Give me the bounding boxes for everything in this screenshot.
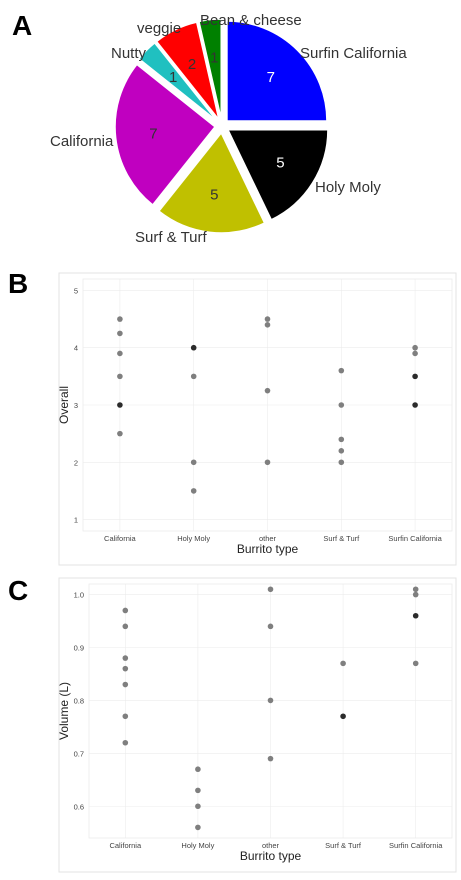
volume-x-tick-label-other: other	[262, 841, 280, 850]
overall-point	[338, 448, 345, 454]
overall-frame	[58, 272, 457, 566]
pie-slice-holy-moly	[226, 128, 329, 221]
overall-x-tick-label-surfin-california: Surfin California	[388, 534, 442, 543]
overall-y-tick-label: 1	[74, 516, 78, 525]
volume-point	[122, 739, 129, 746]
volume-point	[267, 623, 274, 630]
panel-label-b: B	[8, 268, 28, 299]
volume-x-axis-title: Burrito type	[240, 849, 302, 863]
pie-slice-veggie	[155, 21, 220, 121]
volume-point	[195, 766, 201, 773]
overall-point	[190, 344, 197, 351]
volume-point	[122, 607, 129, 614]
overall-x-tick-label-california: California	[104, 534, 137, 543]
volume-point	[122, 713, 129, 720]
volume-point	[267, 586, 274, 593]
overall-point	[264, 316, 271, 322]
pie-slice-surfin-california	[226, 20, 328, 122]
overall-y-tick-label: 3	[74, 401, 78, 410]
pie-slice-nutty	[137, 41, 218, 122]
overall-point	[117, 330, 123, 337]
overall-point	[117, 402, 123, 408]
volume-point	[412, 586, 419, 593]
pie-label-bean-and-cheese: Bean & cheese	[200, 12, 302, 29]
overall-point	[117, 316, 123, 322]
volume-x-tick-label-holy-moly: Holy Moly	[181, 841, 214, 850]
volume-x-tick-label-surfin-california: Surfin California	[389, 841, 443, 850]
volume-point	[412, 660, 419, 667]
overall-point	[338, 436, 345, 443]
overall-point	[338, 367, 345, 374]
pie-chart: 7 Surfin California 5 Holy Moly 5 Surf & Turf…	[50, 12, 407, 246]
pie-count-california: 7	[149, 126, 157, 143]
overall-point	[412, 402, 418, 408]
overall-point	[264, 322, 271, 328]
volume-point	[412, 612, 419, 619]
volume-x-tick-label-surf-and-turf: Surf & Turf	[325, 841, 362, 850]
overall-point	[338, 459, 345, 466]
pie-count-veggie: 2	[188, 56, 196, 73]
pie-label-surf-and-turf: Surf & Turf	[135, 229, 208, 246]
pie-count-nutty: 1	[169, 69, 177, 86]
overall-point	[190, 459, 197, 466]
volume-point	[195, 824, 201, 831]
volume-point	[267, 755, 274, 762]
volume-point	[122, 681, 129, 688]
overall-point	[117, 430, 123, 437]
pie-slice-california	[114, 63, 217, 207]
pie-count-bean-and-cheese: 1	[210, 49, 218, 66]
overall-point	[264, 387, 271, 394]
overall-point	[264, 459, 271, 466]
volume-y-tick-label: 1.0	[74, 591, 84, 600]
overall-point	[117, 350, 123, 357]
volume-y-tick-label: 0.6	[74, 802, 84, 811]
overall-y-tick-label: 2	[74, 458, 78, 467]
pie-label-holy-moly: Holy Moly	[315, 179, 381, 196]
overall-point	[412, 350, 418, 357]
volume-point	[412, 591, 419, 598]
overall-x-tick-label-holy-moly: Holy Moly	[177, 534, 210, 543]
volume-x-tick-label-california: California	[109, 841, 142, 850]
panel-label-c: C	[8, 575, 28, 606]
overall-point	[190, 488, 197, 494]
panel-label-a: A	[12, 10, 32, 41]
pie-label-veggie: veggie	[137, 20, 181, 37]
volume-point	[122, 655, 129, 661]
volume-point	[267, 697, 274, 704]
volume-scatter-plot: 0.6 0.7 0.8 0.9 1.0 California Holy Moly other S…	[57, 577, 457, 873]
overall-x-axis-title: Burrito type	[237, 542, 299, 556]
overall-point	[190, 373, 197, 380]
overall-point	[117, 373, 123, 380]
volume-point	[122, 665, 129, 672]
volume-y-tick-label: 0.8	[74, 696, 84, 705]
overall-point	[338, 402, 345, 408]
pie-label-nutty: Nutty	[111, 45, 147, 62]
overall-x-tick-label-surf-and-turf: Surf & Turf	[323, 534, 360, 543]
volume-point	[340, 660, 346, 667]
pie-label-california: California	[50, 133, 114, 150]
volume-point	[122, 623, 129, 630]
pie-slice-surf-and-turf	[157, 131, 266, 234]
overall-x-tick-label-other: other	[259, 534, 277, 543]
overall-scatter-plot: 1 2 3 4 5 California Holy Moly other Surf & Turf…	[57, 272, 457, 566]
volume-frame	[58, 577, 457, 873]
pie-count-holy-moly: 5	[276, 155, 284, 172]
pie-label-surfin-california: Surfin California	[300, 45, 407, 62]
volume-point	[195, 803, 201, 810]
volume-y-axis-title: Volume (L)	[57, 682, 71, 740]
pie-count-surf-and-turf: 5	[210, 187, 218, 204]
volume-point	[195, 787, 201, 794]
overall-y-tick-label: 4	[74, 344, 78, 353]
pie-count-surfin-california: 7	[267, 69, 275, 86]
pie-slice-bean-and-cheese	[198, 18, 222, 120]
volume-y-tick-label: 0.7	[74, 749, 84, 758]
overall-point	[412, 373, 418, 380]
volume-point	[340, 713, 346, 720]
overall-point	[412, 344, 418, 351]
volume-y-tick-label: 0.9	[74, 644, 84, 653]
overall-y-tick-label: 5	[74, 286, 78, 295]
overall-y-axis-title: Overall	[57, 386, 71, 424]
